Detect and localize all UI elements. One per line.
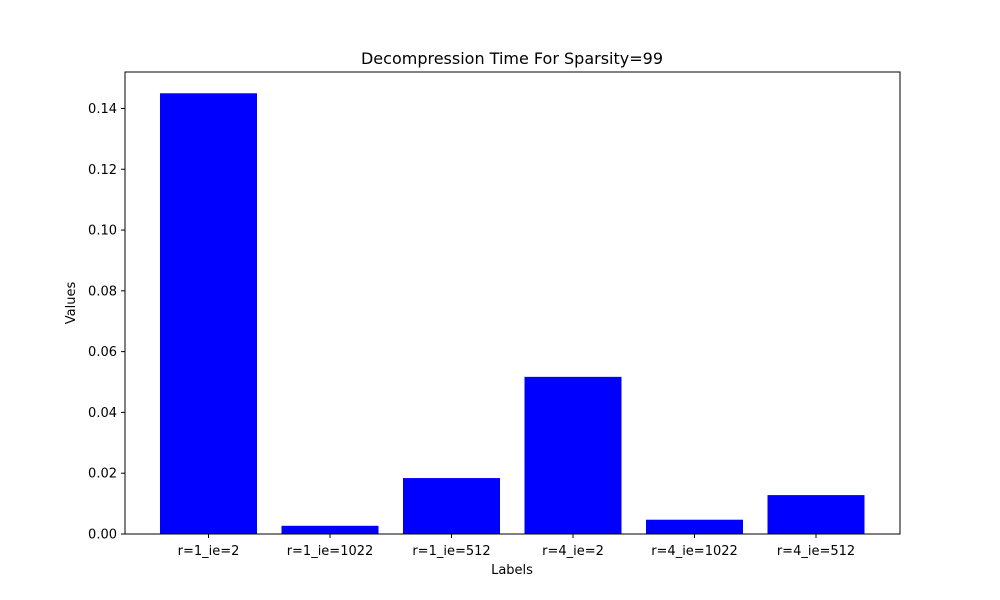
y-tick-label: 0.04 [88, 406, 117, 421]
y-tick-label: 0.02 [88, 467, 117, 482]
y-axis-label: Values [64, 282, 79, 325]
chart-title: Decompression Time For Sparsity=99 [361, 49, 663, 68]
bar [160, 93, 257, 535]
x-tick-label: r=1_ie=512 [412, 544, 490, 559]
x-tick-label: r=4_ie=1022 [651, 544, 738, 559]
x-tick-label: r=4_ie=2 [542, 544, 604, 559]
x-tick-label: r=4_ie=512 [777, 544, 855, 559]
y-tick-label: 0.12 [88, 163, 117, 178]
y-tick-label: 0.10 [88, 224, 117, 239]
bar [767, 495, 865, 534]
x-axis: r=1_ie=2 r=1_ie=1022 r=1_ie=512 r=4_ie=2 r=4… [178, 534, 855, 559]
bar [281, 525, 379, 534]
bar [403, 478, 500, 534]
bars-group [160, 93, 865, 535]
bar [524, 376, 622, 534]
y-axis: 0.00 0.02 0.04 0.06 0.08 0.10 0.12 0.14 [88, 102, 125, 543]
x-tick-label: r=1_ie=2 [178, 544, 240, 559]
x-tick-label: r=1_ie=1022 [287, 544, 374, 559]
y-tick-label: 0.00 [88, 528, 117, 543]
plot-frame [124, 71, 901, 535]
x-axis-label: Labels [491, 563, 533, 578]
y-tick-label: 0.06 [88, 345, 117, 360]
y-tick-label: 0.14 [88, 102, 117, 117]
bar [646, 519, 743, 534]
y-tick-label: 0.08 [88, 284, 117, 299]
